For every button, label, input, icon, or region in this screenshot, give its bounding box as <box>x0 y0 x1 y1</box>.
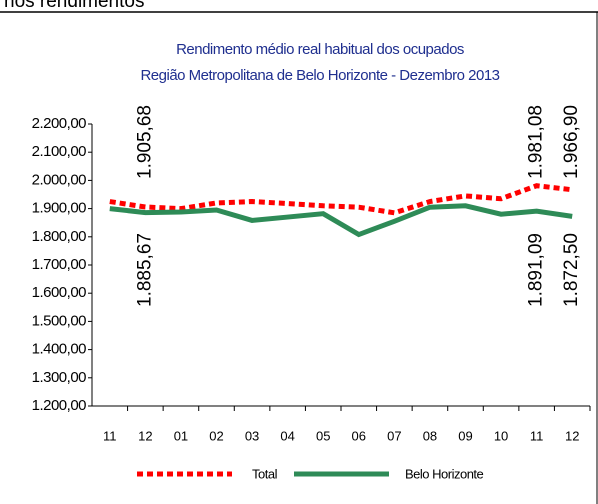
y-tick-label: 2.000,00 <box>32 171 87 188</box>
value-label: 1.885,67 <box>134 233 155 307</box>
x-tick-label: 04 <box>280 428 294 443</box>
series-line <box>109 203 573 238</box>
x-tick-label: 08 <box>423 428 437 443</box>
page-header: nos rendimentos <box>4 0 144 12</box>
y-tick-label: 2.100,00 <box>32 143 87 160</box>
x-tick-label: 01 <box>174 428 188 443</box>
chart-title: Rendimento médio real habitual dos ocupa… <box>176 41 464 58</box>
y-tick-label: 1.900,00 <box>32 200 87 217</box>
value-label: 1.891,09 <box>526 233 547 307</box>
x-tick-label: 03 <box>245 428 259 443</box>
series-line <box>109 183 573 216</box>
legend-label: Belo Horizonte <box>405 466 484 481</box>
y-tick-label: 1.400,00 <box>32 341 87 358</box>
y-tick-label: 1.300,00 <box>32 369 87 386</box>
value-label: 1.981,08 <box>526 105 547 179</box>
x-tick-label: 05 <box>316 428 330 443</box>
x-tick-label: 02 <box>209 428 223 443</box>
value-label: 1.905,68 <box>134 105 155 179</box>
y-tick-label: 2.200,00 <box>32 115 87 132</box>
value-label: 1.872,50 <box>561 233 582 307</box>
x-tick-label: 12 <box>138 428 152 443</box>
y-tick-label: 1.200,00 <box>32 397 87 414</box>
y-tick-label: 1.700,00 <box>32 256 87 273</box>
x-tick-label: 07 <box>387 428 401 443</box>
x-tick-label: 10 <box>494 428 508 443</box>
x-tick-label: 06 <box>352 428 366 443</box>
x-tick-label: 11 <box>103 428 117 443</box>
y-tick-label: 1.800,00 <box>32 228 87 245</box>
y-tick-label: 1.600,00 <box>32 284 87 301</box>
x-tick-label: 09 <box>458 428 472 443</box>
x-tick-label: 11 <box>530 428 544 443</box>
x-tick-label: 12 <box>565 428 579 443</box>
legend-label: Total <box>252 466 278 481</box>
value-label: 1.966,90 <box>561 105 582 179</box>
y-tick-label: 1.500,00 <box>32 312 87 329</box>
chart-subtitle: Região Metropolitana de Belo Horizonte -… <box>140 67 499 84</box>
